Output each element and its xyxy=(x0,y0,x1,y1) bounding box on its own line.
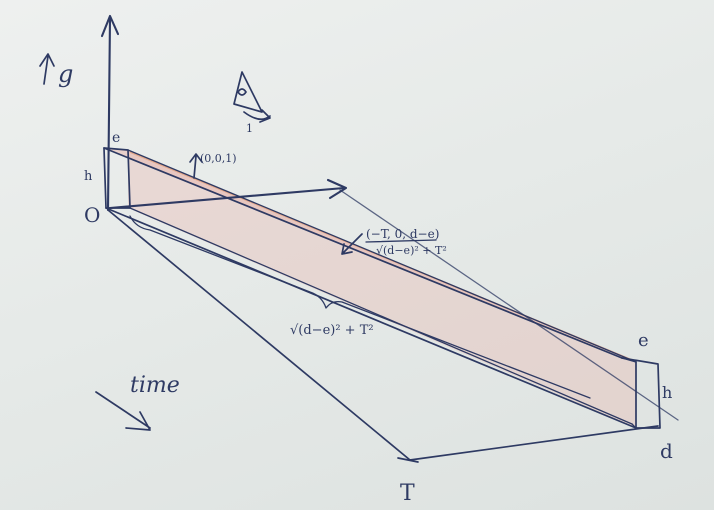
right-box xyxy=(621,357,661,429)
slope-vector-arrow xyxy=(341,233,363,255)
T-label: T xyxy=(400,481,415,506)
e-right-label: e xyxy=(638,330,649,351)
slope-vector-numerator: (−T, 0, d−e) xyxy=(366,227,439,241)
ground-edge-left xyxy=(107,209,411,461)
g-axis-arrowhead xyxy=(100,14,120,38)
normal-vector-arrow xyxy=(189,153,203,179)
time-arrow xyxy=(95,391,151,429)
shaded-slab-face xyxy=(128,150,636,428)
length-brace xyxy=(129,215,591,399)
sail-sketch-icon: 1 xyxy=(233,71,271,135)
g-up-arrow-icon xyxy=(39,53,55,85)
g-axis xyxy=(106,16,112,212)
normal-vector-label: (0,0,1) xyxy=(200,152,237,165)
ground-edge-right xyxy=(409,425,659,461)
d-label: d xyxy=(660,439,673,463)
e-left-label: e xyxy=(112,130,120,146)
svg-text:1: 1 xyxy=(246,122,253,135)
slope-guide-line xyxy=(339,189,679,421)
slab-top-edge-front xyxy=(127,149,637,363)
g-axis-label: g xyxy=(58,60,73,88)
length-brace-label: √(d−e)² + T² xyxy=(290,323,374,338)
right-box-front xyxy=(621,357,637,429)
slope-vector-fraction-bar xyxy=(365,239,437,243)
time-label: time xyxy=(130,373,180,398)
time-arrowhead xyxy=(125,411,151,431)
slab-bottom-edge xyxy=(105,207,637,429)
slope-vector-denominator: √(d−e)² + T² xyxy=(376,244,447,257)
h-left-label: h xyxy=(84,169,93,184)
direction-arrowhead xyxy=(326,178,348,200)
direction-arrow xyxy=(108,186,346,210)
T-tick xyxy=(397,457,419,463)
h-right-label: h xyxy=(662,383,672,402)
slab-inner-edge xyxy=(129,207,633,425)
origin-label: O xyxy=(84,203,100,227)
